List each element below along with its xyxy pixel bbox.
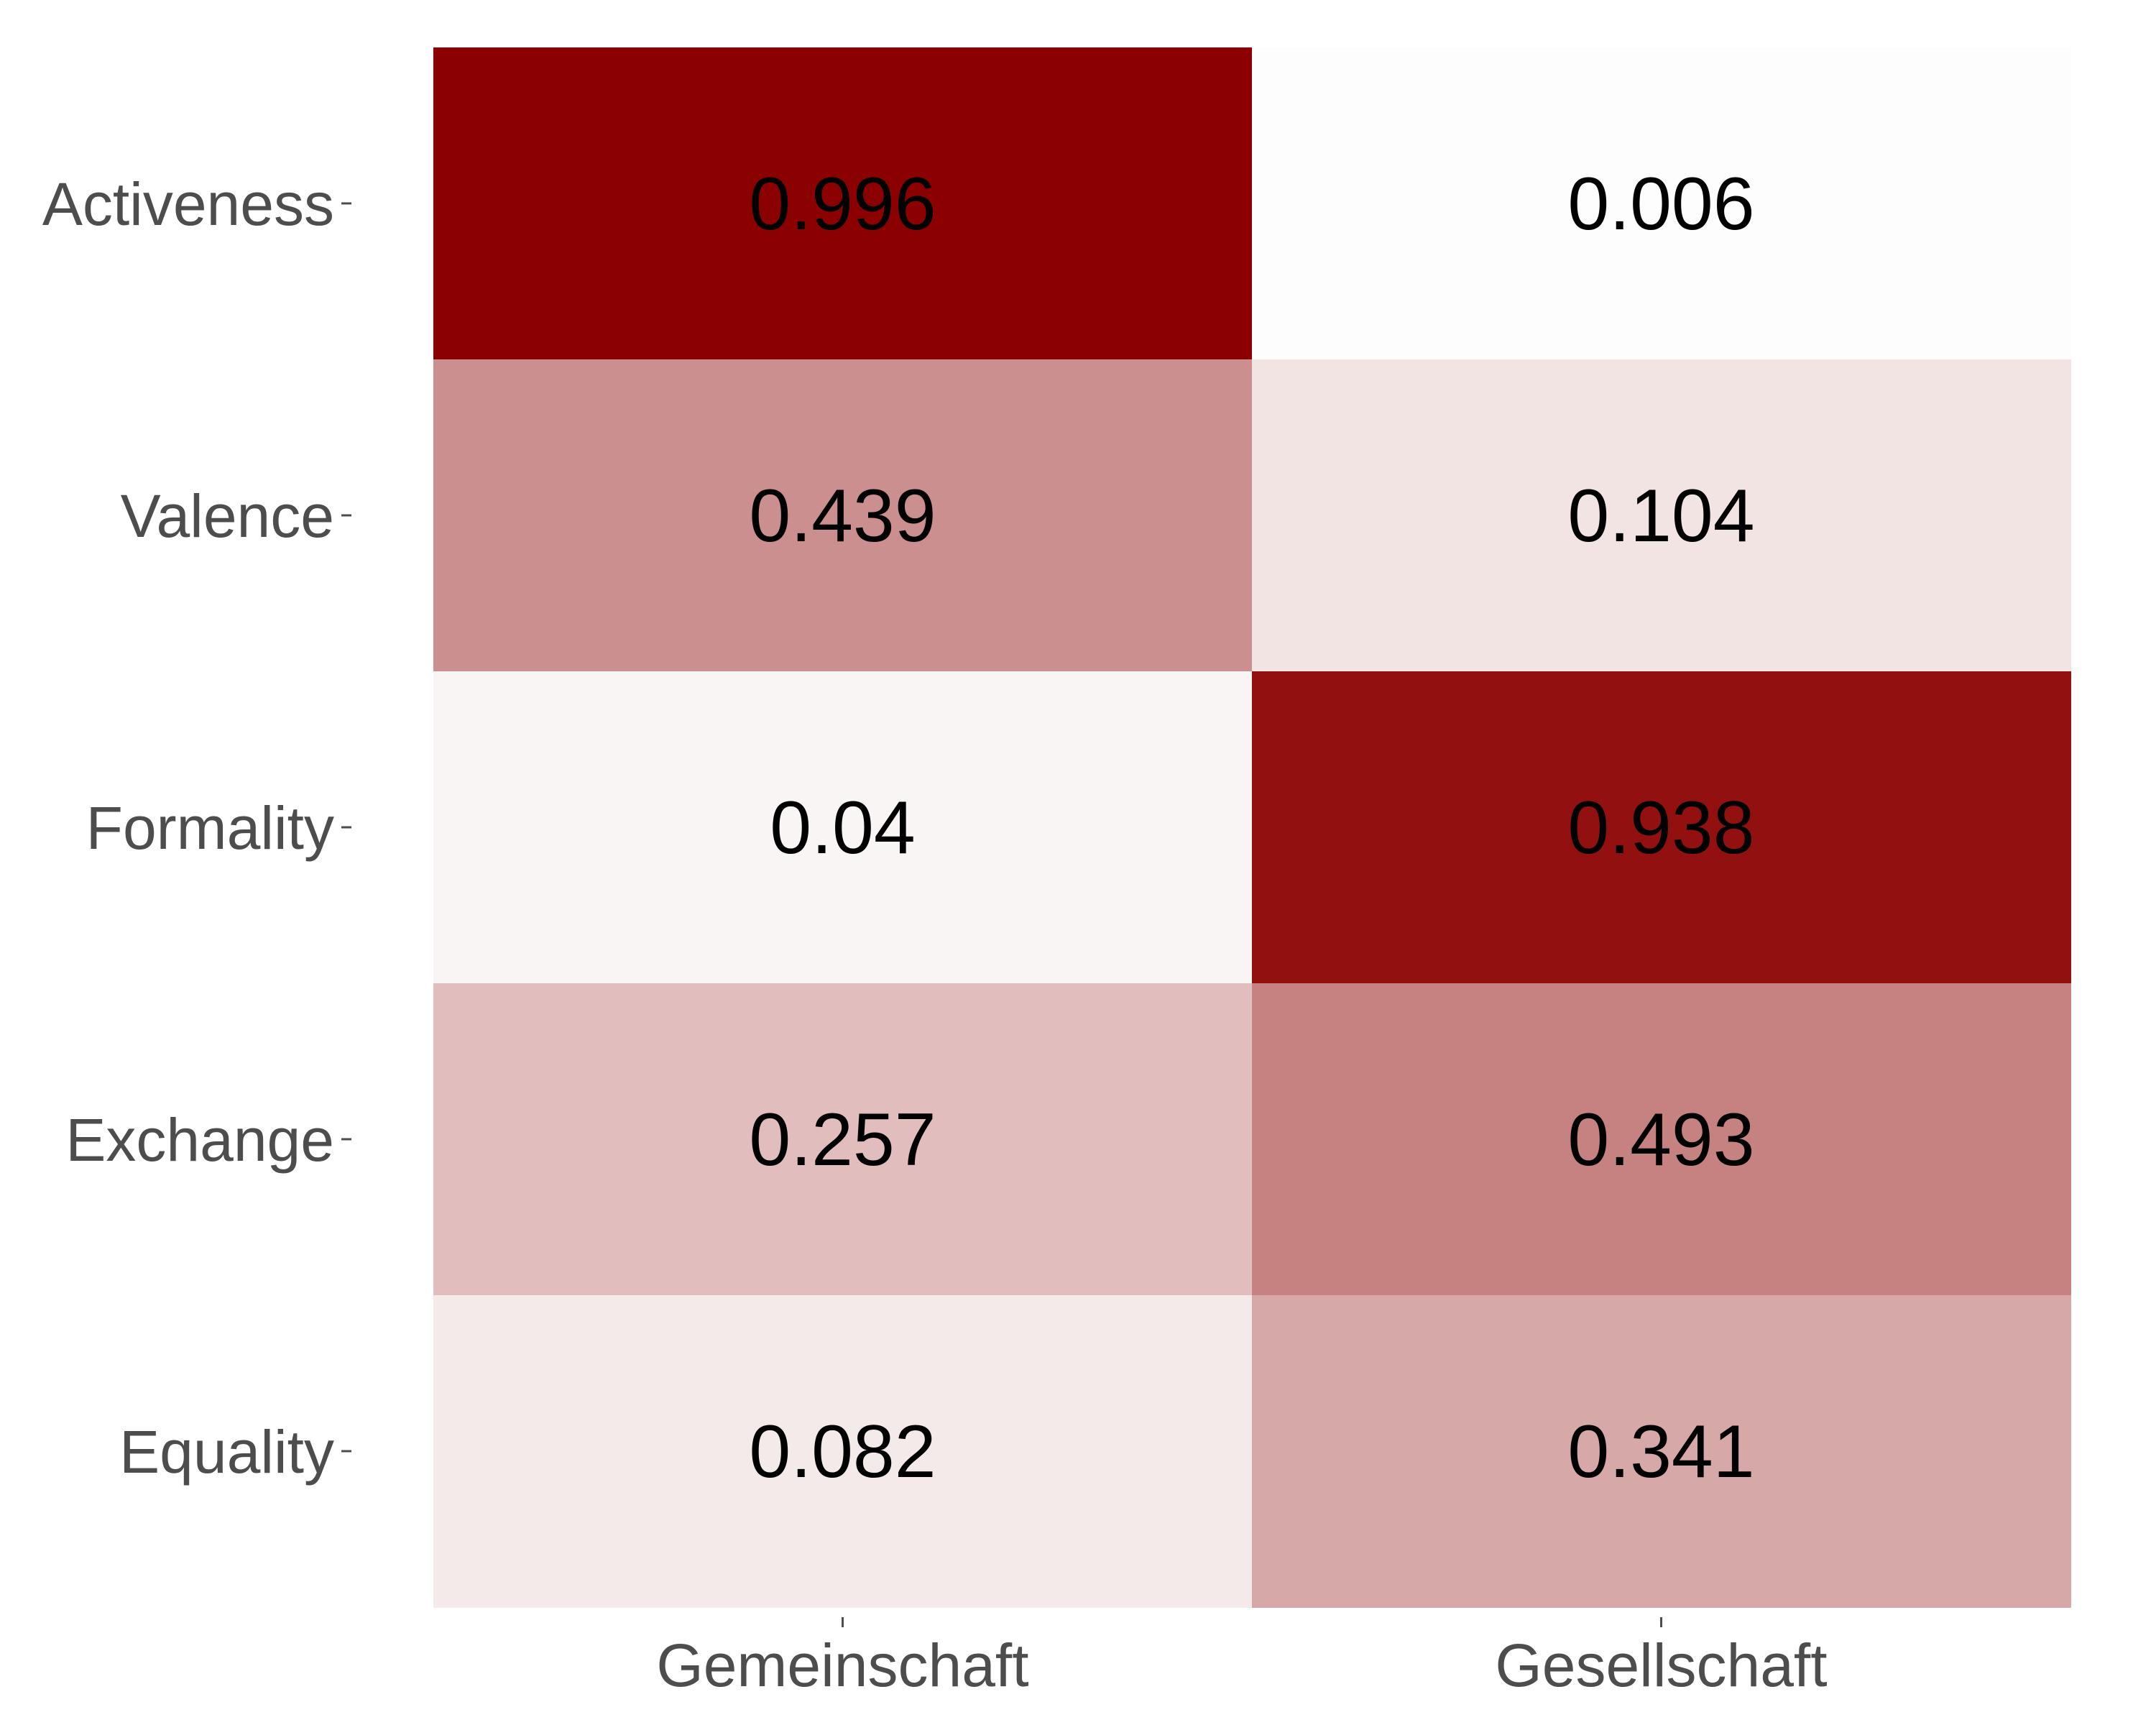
x-tick-label-gemeinschaft: Gemeinschaft [656,1632,1028,1699]
heatmap-cell-exchange-gesellschaft [1252,983,2071,1296]
heatmap-cell-valence-gemeinschaft [433,359,1253,672]
y-tick-label-formality: Formality [86,794,334,862]
cell-value-label-valence-gesellschaft: 0.104 [1567,474,1754,558]
cell-value-label-formality-gemeinschaft: 0.04 [770,786,915,870]
cell-value-label-exchange-gesellschaft: 0.493 [1567,1098,1754,1182]
y-axis: Activeness Valence Formality Exchange Equali… [42,170,351,1486]
heatmap-cell-exchange-gemeinschaft [433,983,1253,1296]
cell-value-label-equality-gesellschaft: 0.341 [1567,1410,1754,1494]
y-tick-label-exchange: Exchange [65,1106,334,1174]
cell-value-label-exchange-gemeinschaft: 0.257 [749,1098,936,1182]
cell-value-label-equality-gemeinschaft: 0.082 [749,1410,936,1494]
cell-value-label-activeness-gemeinschaft: 0.996 [749,162,936,246]
x-axis: Gemeinschaft Gesellschaft [656,1617,1828,1699]
y-tick-label-valence: Valence [121,482,334,550]
cell-value-label-valence-gemeinschaft: 0.439 [749,474,936,558]
cell-value-label-activeness-gesellschaft: 0.006 [1567,162,1754,246]
heatmap-cell-equality-gemeinschaft [433,1295,1253,1608]
value-labels-layer: 0.996 0.006 0.439 0.104 0.04 0.938 0.257 0.493 0… [749,162,1754,1494]
y-tick-label-equality: Equality [119,1418,334,1486]
heatmap-cell-formality-gesellschaft [1252,671,2071,984]
x-tick-label-gesellschaft: Gesellschaft [1495,1632,1827,1699]
heatmap-cell-equality-gesellschaft [1252,1295,2071,1608]
heatmap-cell-formality-gemeinschaft [433,671,1253,984]
heatmap-cell-activeness-gesellschaft [1252,47,2071,360]
cell-value-label-formality-gesellschaft: 0.938 [1567,786,1754,870]
cells-layer [433,47,2071,1608]
heatmap-cell-activeness-gemeinschaft [433,47,1253,360]
y-tick-label-activeness: Activeness [42,170,334,238]
heatmap-cell-valence-gesellschaft [1252,359,2071,672]
